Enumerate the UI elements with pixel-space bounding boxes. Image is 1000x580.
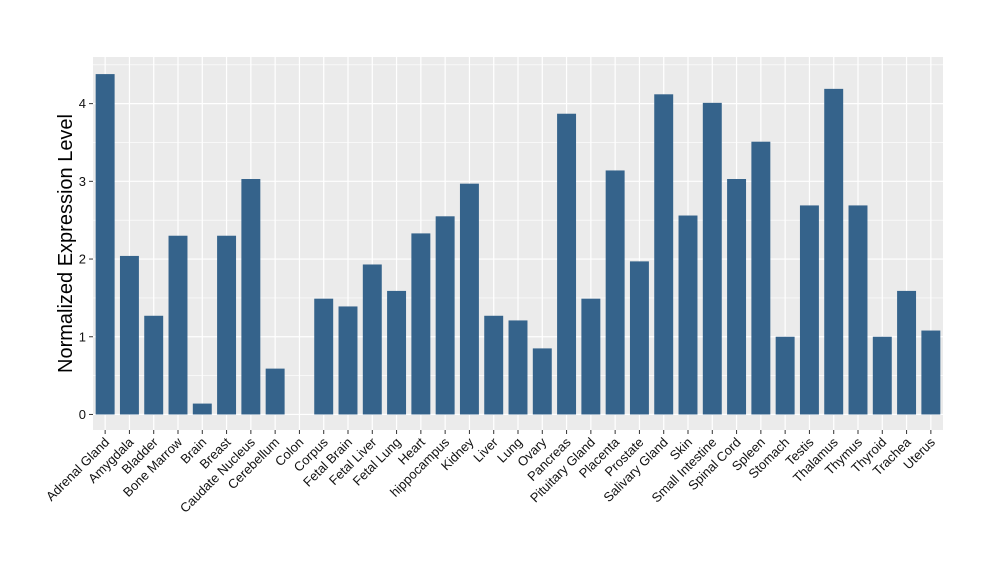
bar — [435, 216, 455, 415]
bar — [581, 298, 601, 415]
bar — [192, 403, 212, 415]
bar — [338, 306, 358, 415]
bar — [921, 330, 941, 415]
bar — [144, 315, 164, 415]
bar — [411, 233, 431, 415]
bar — [314, 298, 334, 415]
bar — [897, 290, 917, 415]
y-tick-label: 2 — [79, 252, 86, 267]
bar — [119, 255, 139, 415]
bar — [799, 205, 819, 415]
y-axis-title: Normalized Expression Level — [55, 114, 77, 373]
bar — [629, 261, 649, 415]
bar — [508, 320, 528, 415]
bar — [727, 179, 747, 415]
y-tick-label: 1 — [79, 329, 86, 344]
bar — [484, 315, 504, 415]
bar — [605, 170, 625, 415]
bar — [241, 179, 261, 415]
bar — [532, 348, 552, 415]
bar — [848, 205, 868, 415]
y-tick-label: 4 — [79, 96, 86, 111]
bar — [775, 336, 795, 415]
bar — [557, 113, 577, 415]
bar — [872, 336, 892, 415]
bar — [168, 235, 188, 415]
bar — [459, 183, 479, 415]
category-label: Liver — [470, 434, 501, 465]
bar — [678, 215, 698, 415]
bar — [824, 88, 844, 415]
bars — [95, 74, 941, 415]
bar — [362, 264, 382, 415]
bar — [702, 102, 722, 415]
bar — [751, 141, 771, 415]
bar — [387, 290, 407, 415]
bar — [95, 74, 115, 415]
bar — [654, 94, 674, 415]
bar — [265, 368, 285, 415]
y-tick-label: 3 — [79, 174, 86, 189]
y-axis: 0 1 2 3 4 — [79, 96, 93, 422]
y-tick-label: 0 — [79, 407, 86, 422]
bar — [217, 235, 237, 415]
